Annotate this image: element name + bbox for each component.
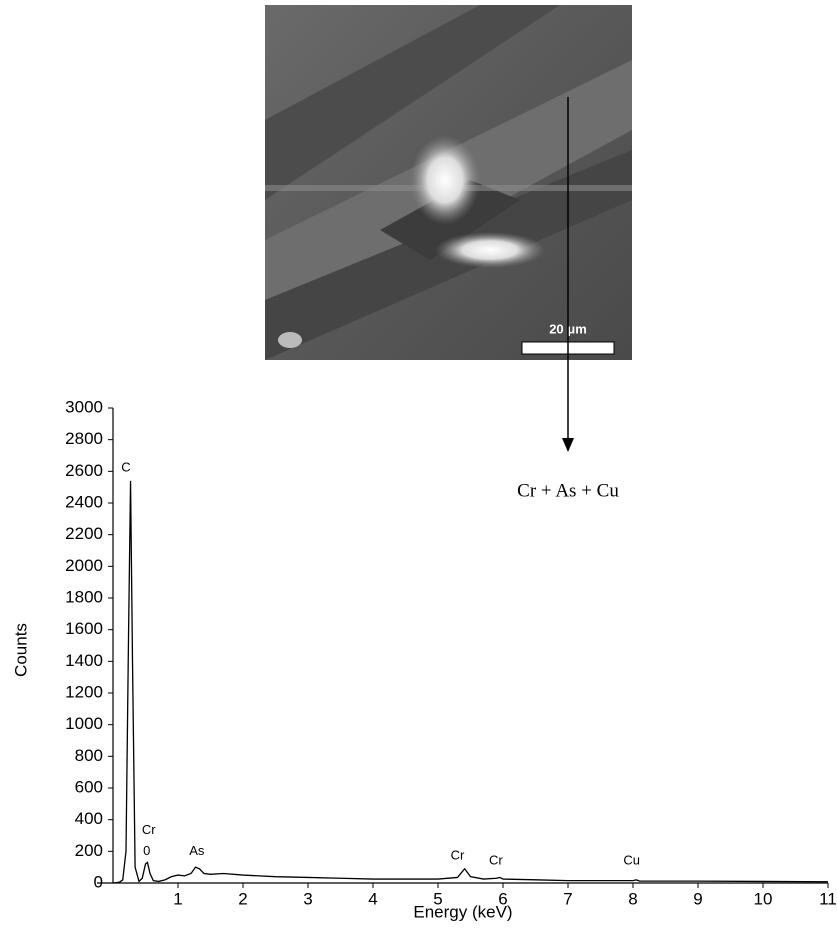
y-tick-label: 3000 <box>65 397 103 416</box>
x-tick-label: 6 <box>498 889 507 908</box>
y-tick-label: 1200 <box>65 682 103 701</box>
y-tick-label: 2400 <box>65 492 103 511</box>
peak-label: 0 <box>143 843 150 858</box>
y-tick-label: 600 <box>75 777 103 796</box>
peak-label: Cr <box>142 822 156 837</box>
x-tick-label: 11 <box>819 889 837 908</box>
spectrum-line <box>113 481 828 883</box>
y-tick-label: 400 <box>75 809 103 828</box>
peak-label: Cr <box>451 848 465 863</box>
y-tick-label: 0 <box>94 872 103 891</box>
x-tick-label: 10 <box>754 889 773 908</box>
y-tick-label: 2800 <box>65 429 103 448</box>
arrow-head <box>562 438 574 452</box>
y-tick-label: 200 <box>75 841 103 860</box>
peak-label: Cu <box>623 852 640 867</box>
y-tick-label: 2600 <box>65 461 103 480</box>
x-tick-label: 5 <box>433 889 442 908</box>
x-tick-label: 9 <box>693 889 702 908</box>
x-tick-label: 2 <box>238 889 247 908</box>
y-axis-label: Counts <box>11 623 30 677</box>
x-tick-label: 8 <box>628 889 637 908</box>
sem-image <box>265 5 632 360</box>
y-tick-label: 1000 <box>65 714 103 733</box>
y-tick-label: 800 <box>75 746 103 765</box>
callout-label: Cr + As + Cu <box>517 480 619 501</box>
y-tick-label: 1400 <box>65 651 103 670</box>
y-tick-label: 2200 <box>65 524 103 543</box>
page: 20 μm Cr + As + Cu Energy (keV) Counts 0… <box>0 0 837 932</box>
y-tick-label: 2000 <box>65 556 103 575</box>
x-tick-label: 7 <box>563 889 572 908</box>
x-tick-label: 1 <box>173 889 182 908</box>
peak-label: As <box>189 843 205 858</box>
peak-label: C <box>121 460 130 475</box>
y-tick-label: 1600 <box>65 619 103 638</box>
x-tick-label: 3 <box>303 889 312 908</box>
y-tick-label: 1800 <box>65 587 103 606</box>
peak-label: Cr <box>489 852 503 867</box>
figure: 20 μm Cr + As + Cu Energy (keV) Counts 0… <box>0 0 837 932</box>
x-tick-label: 4 <box>368 889 377 908</box>
